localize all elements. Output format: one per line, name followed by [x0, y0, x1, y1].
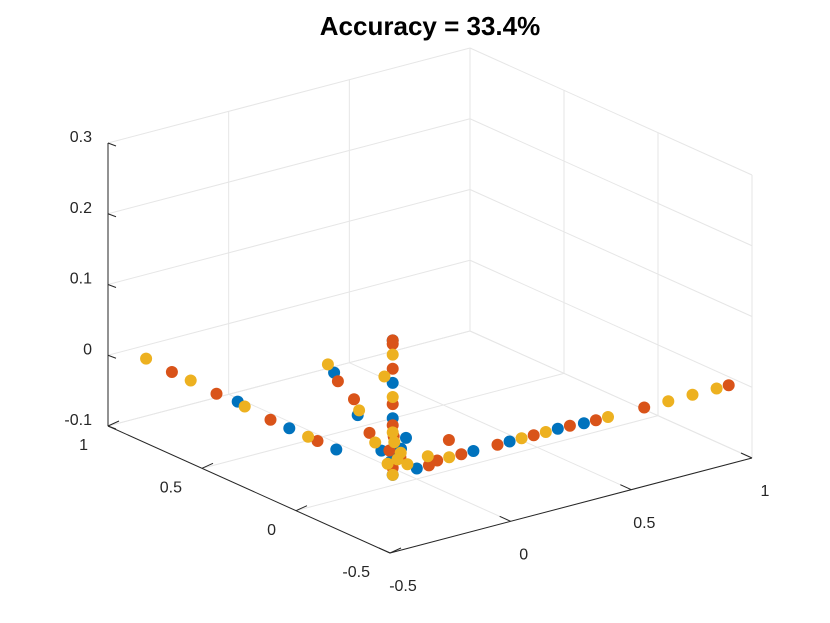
data-point	[602, 411, 614, 423]
side-wall-grid-line	[469, 47, 753, 176]
back-wall-grid-line	[107, 189, 471, 285]
data-point	[283, 422, 296, 435]
data-point	[394, 446, 407, 459]
data-point	[422, 459, 435, 472]
data-point	[443, 451, 456, 464]
z-tick-label: -0.1	[64, 412, 92, 429]
side-wall-grid-line	[469, 330, 753, 459]
z-tick-label: 0	[83, 341, 92, 358]
z-tick-label: 0.2	[70, 200, 92, 217]
data-point	[515, 432, 528, 445]
y-tick-label: 0	[267, 522, 276, 539]
x-tick-label: 0	[519, 547, 528, 564]
data-point	[386, 334, 399, 347]
data-point	[264, 413, 277, 426]
data-point	[710, 382, 723, 395]
z-tick-mark	[107, 284, 117, 288]
data-point	[184, 374, 197, 387]
data-point	[686, 388, 699, 401]
data-point	[386, 391, 399, 403]
data-point	[589, 414, 602, 427]
side-wall-grid-line	[469, 189, 753, 317]
data-point	[551, 422, 564, 435]
y-tick-mark	[201, 462, 214, 469]
floor-grid-line	[201, 372, 565, 469]
data-point	[527, 429, 540, 442]
data-point	[369, 436, 382, 449]
data-point	[539, 426, 552, 438]
data-point	[386, 362, 399, 375]
y-tick-mark	[389, 547, 402, 554]
y-axis-line	[107, 425, 391, 554]
data-point	[378, 370, 391, 383]
data-point	[491, 438, 504, 451]
data-point	[363, 426, 376, 439]
side-wall-grid-line	[469, 118, 753, 247]
x-tick-mark	[378, 547, 391, 554]
data-point	[400, 431, 412, 444]
x-tick-mark	[740, 452, 753, 459]
data-point	[388, 436, 401, 449]
z-tick-mark	[107, 213, 117, 218]
side-wall-grid-line	[469, 259, 753, 388]
z-tick-label: 0.1	[70, 271, 92, 288]
y-tick-mark	[107, 420, 120, 427]
data-point	[503, 435, 516, 448]
y-tick-label: 0.5	[160, 480, 182, 497]
grid-layer	[107, 47, 753, 554]
axis-layer	[107, 142, 753, 554]
data-point	[467, 445, 480, 457]
data-point	[302, 430, 315, 443]
data-point	[381, 457, 394, 470]
z-tick-mark	[107, 425, 117, 430]
data-point	[321, 358, 334, 371]
data-point	[563, 419, 576, 432]
data-point	[311, 435, 324, 447]
x-tick-label: 1	[761, 483, 770, 500]
x-tick-label: -0.5	[389, 578, 417, 595]
data-point	[401, 458, 414, 471]
z-tick-label: 0.3	[70, 129, 92, 146]
y-tick-label: -0.5	[342, 564, 370, 581]
data-point	[210, 387, 223, 400]
data-point	[331, 375, 344, 388]
data-point	[386, 468, 399, 481]
back-wall-grid-line	[107, 330, 471, 427]
y-tick-label: 1	[79, 437, 88, 454]
data-point	[386, 426, 399, 439]
tick-label-layer: -0.5 0 0.5 1 -0.5 0 0.5 1 -0.1 0 0.1 0.2 0.3	[64, 129, 769, 595]
chart-title: Accuracy = 33.4%	[320, 11, 540, 41]
data-point	[722, 379, 735, 392]
back-wall-grid-line	[107, 259, 471, 356]
data-point	[421, 450, 434, 463]
data-point	[638, 401, 651, 414]
floor-grid-line	[228, 393, 511, 522]
y-tick-mark	[295, 505, 308, 512]
data-point	[330, 443, 343, 456]
data-point	[386, 376, 399, 389]
x-tick-mark	[499, 515, 511, 522]
back-wall-grid-line	[107, 47, 471, 144]
data-point	[140, 352, 153, 365]
x-tick-mark	[620, 484, 632, 491]
x-axis-line	[389, 457, 753, 554]
z-tick-mark	[107, 354, 117, 359]
data-point	[442, 434, 455, 446]
floor-grid-line	[295, 415, 659, 512]
data-point	[577, 417, 590, 430]
data-point-layer	[140, 334, 735, 481]
data-point	[238, 400, 251, 413]
data-point	[662, 395, 675, 408]
data-point	[455, 448, 468, 461]
z-tick-mark	[107, 142, 117, 147]
x-tick-label: 0.5	[633, 515, 655, 532]
data-point	[348, 393, 360, 406]
data-point	[353, 404, 366, 417]
data-point	[410, 462, 423, 475]
back-wall-grid-line	[107, 118, 471, 215]
data-point	[386, 348, 399, 361]
data-point	[165, 366, 178, 378]
